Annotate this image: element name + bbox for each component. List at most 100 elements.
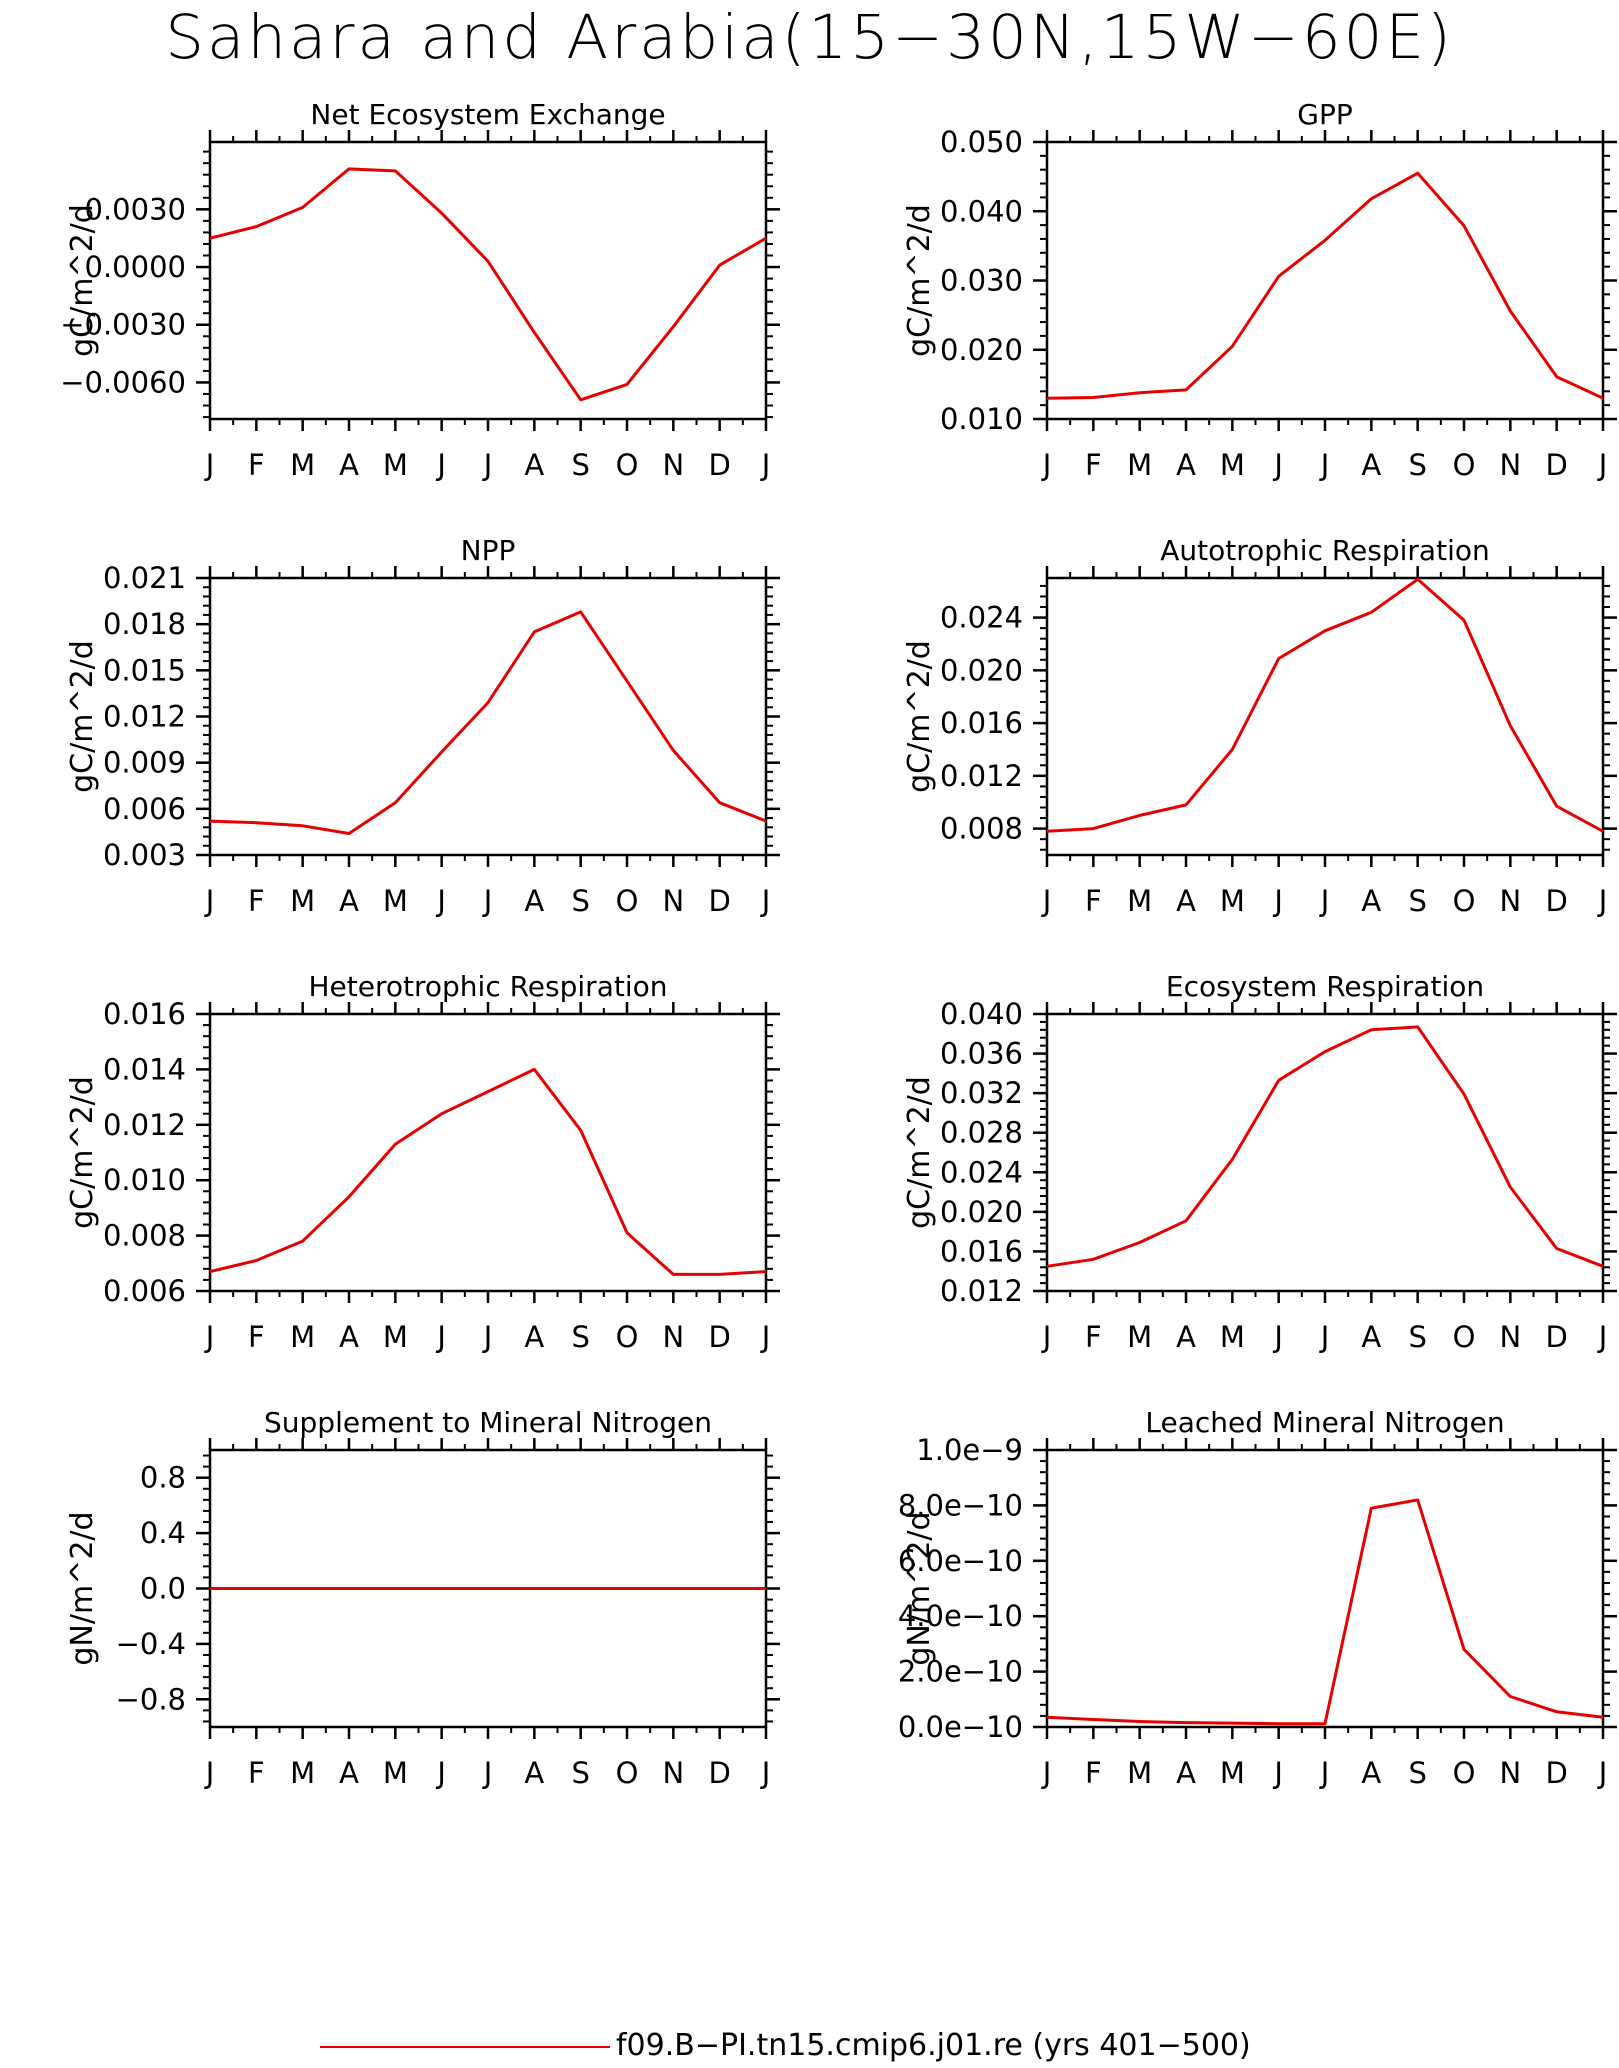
chart-title: Ecosystem Respiration bbox=[1166, 970, 1484, 1003]
x-tick-label: N bbox=[662, 1320, 684, 1354]
plot-frame bbox=[1045, 140, 1605, 421]
x-tick-label: A bbox=[524, 884, 544, 918]
legend-line-swatch bbox=[320, 2046, 610, 2048]
x-tick-label: F bbox=[248, 1756, 265, 1790]
x-tick-label: A bbox=[339, 1320, 359, 1354]
y-tick-label: 0.012 bbox=[940, 759, 1023, 793]
x-tick-label: A bbox=[1361, 448, 1381, 482]
y-tick-label: 0.012 bbox=[940, 1274, 1023, 1308]
x-tick-label: J bbox=[482, 1756, 493, 1790]
x-tick-label: J bbox=[1272, 1320, 1283, 1354]
x-tick-label: A bbox=[339, 1756, 359, 1790]
x-tick-label: J bbox=[1319, 1320, 1330, 1354]
x-tick-label: J bbox=[204, 884, 215, 918]
y-axis-label: gC/m^2/d bbox=[65, 204, 100, 357]
y-tick-label: 0.020 bbox=[940, 333, 1023, 367]
y-axis-label: gC/m^2/d bbox=[65, 640, 100, 793]
y-tick-label: −0.4 bbox=[116, 1627, 186, 1661]
y-tick-label: 1.0e−9 bbox=[916, 1433, 1023, 1467]
x-tick-label: A bbox=[1361, 884, 1381, 918]
x-tick-label: J bbox=[1041, 1320, 1052, 1354]
x-tick-label: S bbox=[571, 1320, 589, 1354]
x-tick-label: S bbox=[1408, 1756, 1426, 1790]
x-tick-label: J bbox=[1272, 448, 1283, 482]
series-line bbox=[1046, 1025, 1604, 1268]
plot-frame bbox=[1045, 576, 1605, 857]
x-tick-label: S bbox=[571, 884, 589, 918]
x-tick-label: F bbox=[248, 448, 265, 482]
x-tick-label: J bbox=[482, 884, 493, 918]
x-tick-label: J bbox=[1319, 884, 1330, 918]
x-tick-label: F bbox=[1085, 1320, 1102, 1354]
x-tick-label: J bbox=[1041, 884, 1052, 918]
series-line bbox=[209, 167, 767, 402]
x-tick-label: D bbox=[1545, 884, 1567, 918]
x-tick-label: D bbox=[1545, 1320, 1567, 1354]
y-tick-label: 4.0e−10 bbox=[898, 1599, 1023, 1633]
x-tick-label: J bbox=[482, 1320, 493, 1354]
y-tick-label: 0.018 bbox=[103, 607, 186, 641]
y-tick-label: 0.032 bbox=[940, 1076, 1023, 1110]
y-tick-label: 0.006 bbox=[103, 1274, 186, 1308]
x-tick-label: A bbox=[1176, 1320, 1196, 1354]
x-tick-label: F bbox=[1085, 448, 1102, 482]
x-tick-label: J bbox=[760, 1320, 771, 1354]
y-tick-label: 0.024 bbox=[940, 1155, 1023, 1189]
x-tick-label: J bbox=[204, 1320, 215, 1354]
y-tick-label: 0.006 bbox=[103, 792, 186, 826]
x-tick-label: A bbox=[1361, 1320, 1381, 1354]
x-tick-label: M bbox=[383, 1756, 408, 1790]
x-tick-label: S bbox=[571, 448, 589, 482]
y-tick-label: 0.014 bbox=[103, 1052, 186, 1086]
y-tick-label: 2.0e−10 bbox=[898, 1655, 1023, 1689]
x-tick-label: M bbox=[1220, 1320, 1245, 1354]
chart-title: GPP bbox=[1297, 98, 1352, 131]
y-tick-label: 0.016 bbox=[103, 997, 186, 1031]
x-tick-label: N bbox=[1499, 1756, 1521, 1790]
chart-title: Supplement to Mineral Nitrogen bbox=[264, 1406, 712, 1439]
x-tick-label: F bbox=[1085, 884, 1102, 918]
x-tick-label: A bbox=[524, 1320, 544, 1354]
x-tick-label: J bbox=[435, 884, 446, 918]
x-tick-label: J bbox=[760, 1756, 771, 1790]
x-tick-label: S bbox=[1408, 448, 1426, 482]
x-tick-label: O bbox=[616, 448, 639, 482]
y-tick-label: 0.015 bbox=[103, 653, 186, 687]
x-tick-label: J bbox=[1597, 1756, 1608, 1790]
x-tick-label: J bbox=[435, 1320, 446, 1354]
x-tick-label: J bbox=[435, 448, 446, 482]
x-tick-label: F bbox=[248, 1320, 265, 1354]
page-title: Sahara and Arabia(15−30N,15W−60E) bbox=[165, 2, 1454, 73]
x-tick-label: N bbox=[662, 884, 684, 918]
x-tick-label: D bbox=[708, 1756, 730, 1790]
chart-title: Heterotrophic Respiration bbox=[309, 970, 668, 1003]
y-axis-label: gC/m^2/d bbox=[65, 1076, 100, 1229]
x-tick-label: M bbox=[383, 884, 408, 918]
series-line bbox=[1046, 577, 1604, 833]
x-tick-label: O bbox=[616, 884, 639, 918]
y-tick-label: 0.016 bbox=[940, 706, 1023, 740]
x-tick-label: J bbox=[1597, 448, 1608, 482]
x-tick-label: D bbox=[1545, 1756, 1567, 1790]
y-tick-label: 0.003 bbox=[103, 838, 186, 872]
x-tick-label: O bbox=[616, 1756, 639, 1790]
x-tick-label: M bbox=[290, 448, 315, 482]
x-tick-label: M bbox=[1220, 448, 1245, 482]
y-tick-label: 0.020 bbox=[940, 653, 1023, 687]
y-tick-label: 0.028 bbox=[940, 1116, 1023, 1150]
y-axis-label: gC/m^2/d bbox=[902, 204, 937, 357]
x-tick-label: A bbox=[339, 884, 359, 918]
x-tick-label: J bbox=[204, 448, 215, 482]
x-tick-label: J bbox=[204, 1756, 215, 1790]
x-tick-label: J bbox=[1272, 884, 1283, 918]
x-tick-label: D bbox=[708, 448, 730, 482]
x-tick-label: F bbox=[248, 884, 265, 918]
y-tick-label: 0.012 bbox=[103, 1108, 186, 1142]
x-tick-label: M bbox=[290, 884, 315, 918]
